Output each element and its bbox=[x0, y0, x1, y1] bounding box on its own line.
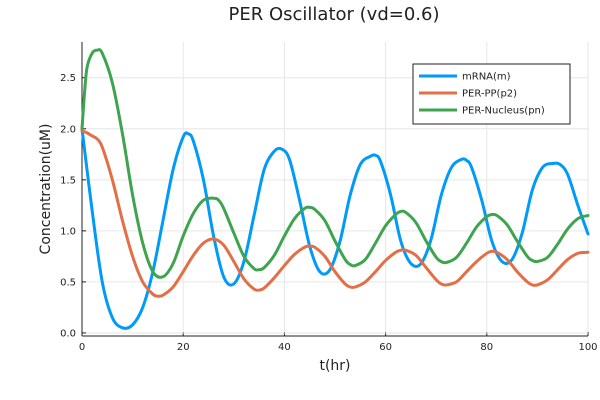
series-line-2 bbox=[80, 48, 590, 279]
legend-label-2: PER-Nucleus(pn) bbox=[462, 106, 545, 117]
series-line-0 bbox=[80, 127, 590, 330]
x-tick-label: 100 bbox=[578, 342, 597, 353]
y-tick-label: 2.5 bbox=[60, 73, 76, 84]
x-tick-label: 0 bbox=[79, 342, 85, 353]
y-tick-label: 1.0 bbox=[60, 226, 76, 237]
x-tick-label: 20 bbox=[177, 342, 190, 353]
x-tick-label: 80 bbox=[480, 342, 493, 353]
y-tick-label: 1.5 bbox=[60, 175, 76, 186]
series-line-1 bbox=[80, 129, 590, 298]
legend: mRNA(m) PER-PP(p2) PER-Nucleus(pn) bbox=[412, 63, 571, 125]
x-tick-labels: 0 20 40 60 80 100 bbox=[79, 342, 598, 353]
y-tick-labels: 0.0 0.5 1.0 1.5 2.0 2.5 bbox=[60, 73, 76, 339]
y-axis-label: Concentration(uM) bbox=[38, 124, 54, 255]
y-tick-label: 0.5 bbox=[60, 277, 76, 288]
y-tick-label: 2.0 bbox=[60, 124, 76, 135]
y-tick-label: 0.0 bbox=[60, 328, 76, 339]
legend-label-1: PER-PP(p2) bbox=[462, 89, 517, 100]
axes bbox=[81, 42, 588, 337]
x-tick-label: 60 bbox=[379, 342, 392, 353]
chart-title: PER Oscillator (vd=0.6) bbox=[229, 4, 440, 25]
legend-label-0: mRNA(m) bbox=[462, 72, 511, 83]
x-axis-label: t(hr) bbox=[319, 358, 350, 374]
x-tick-label: 40 bbox=[278, 342, 291, 353]
series-lines bbox=[80, 48, 590, 330]
